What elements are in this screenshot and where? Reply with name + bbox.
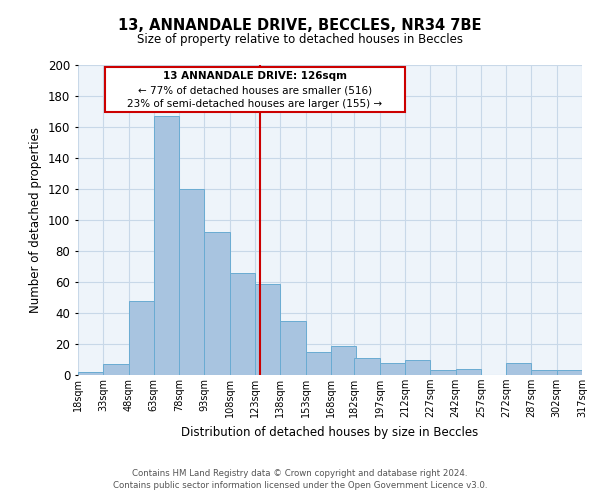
Bar [532, 370, 557, 375]
Bar [230, 272, 255, 375]
Bar [205, 232, 230, 375]
Bar [430, 370, 455, 375]
FancyBboxPatch shape [105, 66, 405, 112]
Y-axis label: Number of detached properties: Number of detached properties [29, 127, 43, 313]
Bar [128, 300, 154, 375]
Bar [557, 370, 582, 375]
Bar [154, 116, 179, 375]
Bar [255, 284, 280, 375]
Text: Contains HM Land Registry data © Crown copyright and database right 2024.: Contains HM Land Registry data © Crown c… [132, 468, 468, 477]
Bar [179, 189, 205, 375]
Text: Size of property relative to detached houses in Beccles: Size of property relative to detached ho… [137, 32, 463, 46]
Bar [405, 360, 430, 375]
Bar [103, 364, 128, 375]
Text: ← 77% of detached houses are smaller (516): ← 77% of detached houses are smaller (51… [138, 85, 372, 95]
Bar [355, 358, 380, 375]
Text: 13, ANNANDALE DRIVE, BECCLES, NR34 7BE: 13, ANNANDALE DRIVE, BECCLES, NR34 7BE [118, 18, 482, 32]
Bar [331, 346, 356, 375]
Bar [455, 369, 481, 375]
Text: 23% of semi-detached houses are larger (155) →: 23% of semi-detached houses are larger (… [127, 99, 383, 109]
Bar [305, 352, 331, 375]
Text: 13 ANNANDALE DRIVE: 126sqm: 13 ANNANDALE DRIVE: 126sqm [163, 71, 347, 81]
Bar [380, 362, 405, 375]
Bar [280, 321, 305, 375]
Bar [78, 372, 103, 375]
Bar [506, 362, 532, 375]
Text: Contains public sector information licensed under the Open Government Licence v3: Contains public sector information licen… [113, 481, 487, 490]
X-axis label: Distribution of detached houses by size in Beccles: Distribution of detached houses by size … [181, 426, 479, 438]
